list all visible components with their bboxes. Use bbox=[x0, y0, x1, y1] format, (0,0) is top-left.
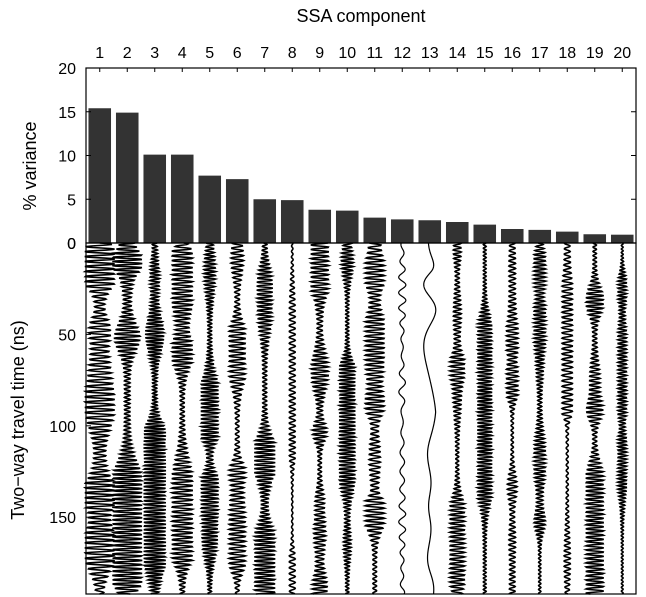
wiggle-trace-1 bbox=[82, 242, 118, 595]
top-tick-label-14: 14 bbox=[448, 45, 466, 62]
bar-y-tick-label: 15 bbox=[58, 105, 76, 122]
wiggle-y-tick-label: 150 bbox=[49, 510, 76, 527]
wiggle-y-tick-label: 0 bbox=[67, 236, 76, 253]
top-tick-label-19: 19 bbox=[586, 45, 604, 62]
top-tick-label-10: 10 bbox=[338, 45, 356, 62]
bar-12 bbox=[390, 219, 414, 244]
wiggle-trace-9 bbox=[307, 242, 332, 595]
bar-3 bbox=[143, 154, 167, 244]
bar-4 bbox=[170, 154, 194, 244]
wiggle-trace-11 bbox=[361, 242, 388, 595]
top-tick-label-7: 7 bbox=[260, 45, 269, 62]
top-tick-label-6: 6 bbox=[233, 45, 242, 62]
top-tick-label-9: 9 bbox=[315, 45, 324, 62]
wiggle-trace-14 bbox=[446, 242, 468, 595]
top-tick-label-12: 12 bbox=[393, 45, 411, 62]
top-tick-label-4: 4 bbox=[178, 45, 187, 62]
top-tick-label-8: 8 bbox=[288, 45, 297, 62]
wiggle-y-tick-label: 50 bbox=[58, 327, 76, 344]
bar-16 bbox=[500, 229, 524, 243]
bar-9 bbox=[308, 209, 332, 243]
bar-8 bbox=[280, 200, 304, 244]
wiggle-trace-7 bbox=[251, 242, 279, 595]
bar-13 bbox=[418, 220, 442, 243]
wiggle-trace-15 bbox=[474, 242, 496, 595]
bar-11 bbox=[363, 217, 387, 244]
bar-plot bbox=[88, 108, 634, 244]
bar-14 bbox=[445, 222, 469, 243]
wiggle-trace-3 bbox=[141, 242, 169, 595]
wiggle-trace-20 bbox=[614, 242, 630, 595]
bar-18 bbox=[555, 231, 579, 244]
axes: 1 2 3 4 5 6 7 8 9 10 11 12 13 14 15 16 17 18 19 20051015200… bbox=[49, 45, 637, 595]
bar-19 bbox=[583, 234, 607, 243]
bar-1 bbox=[88, 108, 112, 243]
bar-y-tick-label: 10 bbox=[58, 149, 76, 166]
wiggle-trace-19 bbox=[582, 242, 607, 595]
bar-y-tick-label: 0 bbox=[67, 236, 76, 253]
bar-10 bbox=[335, 210, 359, 244]
wiggle-y-axis-label: Two−way travel time (ns) bbox=[8, 320, 28, 520]
wiggle-plot bbox=[82, 242, 630, 595]
top-tick-label-3: 3 bbox=[150, 45, 159, 62]
bar-y-tick-label: 5 bbox=[67, 192, 76, 209]
bar-7 bbox=[253, 199, 277, 243]
wiggle-trace-6 bbox=[226, 242, 249, 595]
top-tick-label-15: 15 bbox=[476, 45, 494, 62]
wiggle-trace-4 bbox=[168, 242, 196, 595]
wiggle-trace-10 bbox=[336, 242, 359, 595]
wiggle-trace-12 bbox=[398, 242, 407, 595]
wiggle-trace-17 bbox=[530, 242, 549, 595]
bar-17 bbox=[528, 229, 552, 244]
top-tick-label-13: 13 bbox=[421, 45, 439, 62]
top-tick-label-17: 17 bbox=[531, 45, 549, 62]
bar-6 bbox=[225, 179, 249, 244]
bar-2 bbox=[115, 112, 139, 244]
bar-15 bbox=[473, 224, 497, 244]
top-tick-label-20: 20 bbox=[613, 45, 631, 62]
bar-20 bbox=[610, 234, 634, 243]
top-tick-label-2: 2 bbox=[123, 45, 132, 62]
wiggle-plot-frame bbox=[85, 242, 637, 595]
top-tick-label-5: 5 bbox=[205, 45, 214, 62]
wiggle-trace-5 bbox=[197, 242, 222, 595]
top-tick-label-18: 18 bbox=[558, 45, 576, 62]
top-tick-label-1: 1 bbox=[95, 45, 104, 62]
wiggle-trace-8 bbox=[288, 242, 297, 595]
bar-y-axis-label: % variance bbox=[20, 121, 40, 210]
top-tick-label-16: 16 bbox=[503, 45, 521, 62]
wiggle-trace-18 bbox=[560, 242, 575, 595]
wiggle-trace-2 bbox=[110, 242, 145, 595]
bar-y-tick-label: 20 bbox=[58, 61, 76, 78]
bar-plot-frame bbox=[85, 67, 637, 244]
wiggle-trace-16 bbox=[504, 242, 521, 595]
bar-5 bbox=[198, 175, 222, 244]
top-x-axis-label: SSA component bbox=[296, 6, 425, 26]
top-tick-label-11: 11 bbox=[366, 45, 383, 62]
wiggle-y-tick-label: 100 bbox=[49, 419, 76, 436]
wiggle-trace-13 bbox=[423, 242, 437, 595]
